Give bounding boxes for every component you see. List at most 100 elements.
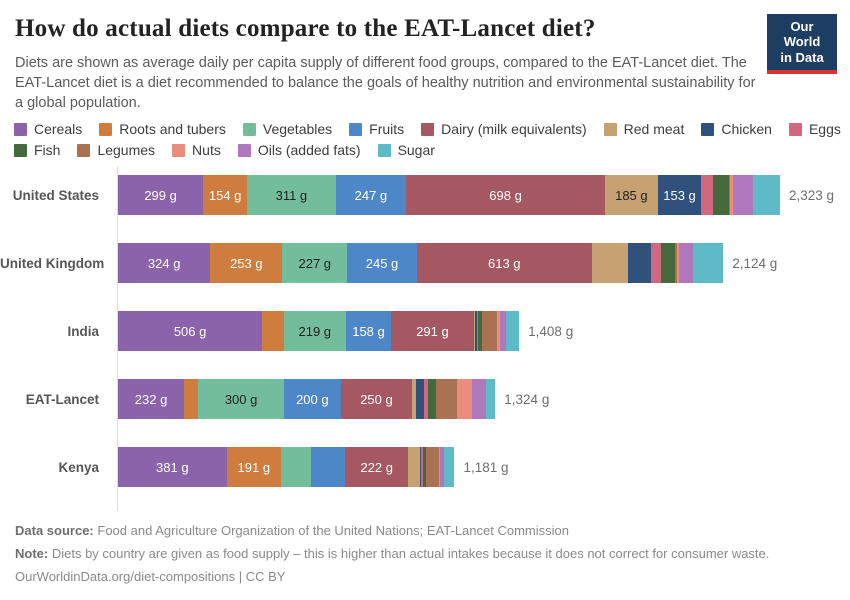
segment-fruits[interactable]: 247 g (335, 175, 407, 215)
owid-url-link[interactable]: OurWorldinData.org/diet-compositions (15, 569, 236, 585)
segment-dairy-milk-equivalents[interactable]: 291 g (391, 311, 474, 351)
segment-red-meat[interactable] (412, 379, 417, 419)
legend-item-cereals[interactable]: Cereals (14, 121, 82, 137)
segment-eggs[interactable] (421, 447, 423, 487)
segment-oils-added-fats[interactable] (499, 311, 507, 351)
legend-label: Cereals (34, 121, 83, 137)
nuts-swatch-icon (172, 143, 186, 157)
segment-vegetables[interactable]: 311 g (247, 175, 336, 215)
legend-label: Sugar (397, 142, 435, 158)
segment-nuts[interactable] (497, 311, 500, 351)
segment-chicken[interactable] (419, 447, 422, 487)
bar-total-label: 1,324 g (504, 391, 550, 407)
segment-cereals[interactable]: 381 g (118, 447, 227, 487)
stacked-bar-india: 506 g 219 g 158 g 291 g (118, 311, 520, 351)
segment-vegetables[interactable]: 219 g (283, 311, 346, 351)
segment-oils-added-fats[interactable] (471, 379, 487, 419)
data-source-line: Data source: Food and Agriculture Organi… (15, 519, 850, 542)
segment-fruits[interactable]: 245 g (347, 243, 417, 283)
legend-item-chicken[interactable]: Chicken (701, 121, 772, 137)
legend-item-nuts[interactable]: Nuts (172, 142, 221, 158)
segment-roots-and-tubers[interactable] (184, 379, 199, 419)
segment-fruits[interactable]: 158 g (345, 311, 391, 351)
segment-cereals[interactable]: 506 g (118, 311, 263, 351)
segment-oils-added-fats[interactable] (733, 175, 754, 215)
segment-fish[interactable] (713, 175, 729, 215)
segment-eggs[interactable] (424, 379, 429, 419)
segment-vegetables[interactable] (281, 447, 311, 487)
segment-dairy-milk-equivalents[interactable]: 222 g (345, 447, 409, 487)
bar-total-label: 2,323 g (788, 187, 834, 203)
segment-sugar[interactable] (443, 447, 455, 487)
segment-red-meat[interactable] (473, 311, 476, 351)
segment-nuts[interactable] (457, 379, 472, 419)
segment-fruits[interactable]: 200 g (283, 379, 341, 419)
legend-item-sugar[interactable]: Sugar (377, 142, 435, 158)
owid-logo[interactable]: Our World in Data (767, 14, 837, 74)
segment-red-meat[interactable]: 185 g (605, 175, 658, 215)
segment-chicken[interactable] (416, 379, 425, 419)
legend-item-eggs[interactable]: Eggs (788, 121, 841, 137)
segment-legumes[interactable] (728, 175, 730, 215)
legend-item-roots-and-tubers[interactable]: Roots and tubers (99, 121, 226, 137)
segment-nuts[interactable] (677, 243, 679, 283)
segment-sugar[interactable] (692, 243, 724, 283)
segment-vegetables[interactable]: 227 g (282, 243, 348, 283)
segment-legumes[interactable] (674, 243, 678, 283)
segment-nuts[interactable] (729, 175, 734, 215)
stacked-bar-kenya: 381 g 191 g 222 g (118, 447, 455, 487)
segment-fish[interactable] (478, 311, 482, 351)
row-label: EAT-Lancet (25, 391, 99, 407)
segment-legumes[interactable] (426, 447, 439, 487)
segment-red-meat[interactable] (591, 243, 629, 283)
legend-item-oils-added-fats[interactable]: Oils (added fats) (237, 142, 361, 158)
legend-item-vegetables[interactable]: Vegetables (242, 121, 332, 137)
data-source-label: Data source: (15, 523, 94, 538)
segment-legumes[interactable] (481, 311, 498, 351)
segment-sugar[interactable] (486, 379, 496, 419)
segment-vegetables[interactable]: 300 g (198, 379, 284, 419)
segment-dairy-milk-equivalents[interactable]: 613 g (416, 243, 592, 283)
legend-item-red-meat[interactable]: Red meat (603, 121, 684, 137)
segment-fish[interactable] (660, 243, 675, 283)
legend-label: Legumes (97, 142, 156, 158)
segment-eggs[interactable] (651, 243, 661, 283)
segment-fruits[interactable] (310, 447, 346, 487)
segment-chicken[interactable]: 153 g (657, 175, 702, 215)
segment-roots-and-tubers[interactable]: 154 g (203, 175, 248, 215)
segment-legumes[interactable] (436, 379, 458, 419)
segment-roots-and-tubers[interactable]: 253 g (210, 243, 283, 283)
segment-roots-and-tubers[interactable] (262, 311, 284, 351)
segment-dairy-milk-equivalents[interactable]: 250 g (340, 379, 413, 419)
segment-dairy-milk-equivalents[interactable]: 698 g (406, 175, 606, 215)
legend-item-dairy-milk-equivalents[interactable]: Dairy (milk equivalents) (421, 121, 587, 137)
segment-nuts[interactable] (438, 447, 440, 487)
legend-label: Chicken (721, 121, 772, 137)
license-text: | CC BY (235, 569, 286, 585)
segment-cereals[interactable]: 324 g (118, 243, 211, 283)
segment-sugar[interactable] (506, 311, 520, 351)
segment-cereals[interactable]: 299 g (118, 175, 204, 215)
bar-total-label: 2,124 g (732, 255, 778, 271)
segment-roots-and-tubers[interactable]: 191 g (226, 447, 281, 487)
dairy-milk-equivalents-swatch-icon (421, 122, 435, 136)
segment-chicken[interactable] (628, 243, 652, 283)
segment-fish[interactable] (428, 379, 437, 419)
segment-chicken[interactable] (475, 311, 477, 351)
legend-item-fruits[interactable]: Fruits (349, 121, 404, 137)
legend-item-legumes[interactable]: Legumes (77, 142, 155, 158)
segment-cereals[interactable]: 232 g (118, 379, 185, 419)
vegetables-swatch-icon (242, 122, 256, 136)
segment-sugar[interactable] (753, 175, 780, 215)
row-label: India (67, 323, 99, 339)
segment-oils-added-fats[interactable] (678, 243, 693, 283)
segment-eggs[interactable] (476, 311, 479, 351)
segment-oils-added-fats[interactable] (439, 447, 444, 487)
segment-red-meat[interactable] (408, 447, 420, 487)
segment-fish[interactable] (422, 447, 426, 487)
legend-row: Cereals Roots and tubers Vegetables Fruits D… (14, 121, 850, 137)
segment-eggs[interactable] (701, 175, 713, 215)
legend-item-fish[interactable]: Fish (14, 142, 60, 158)
legend-label: Fruits (369, 121, 405, 137)
chart-row-india: India 506 g 219 g 158 g 291 g 1,408 g (0, 311, 850, 351)
